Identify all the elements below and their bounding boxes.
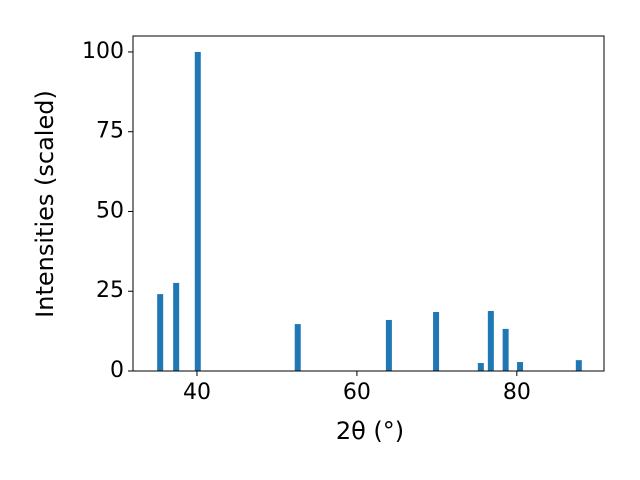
y-tick-label: 75 <box>96 119 124 144</box>
x-axis-label: 2θ (°) <box>336 417 404 445</box>
y-axis-label: Intensities (scaled) <box>31 90 59 318</box>
bar <box>575 360 582 371</box>
bar <box>433 311 440 371</box>
y-tick-label: 0 <box>110 358 124 383</box>
x-tick-label: 60 <box>343 380 371 405</box>
bar <box>487 311 494 371</box>
bar <box>173 282 180 371</box>
x-tick-label: 40 <box>183 380 211 405</box>
y-tick-label: 100 <box>82 39 124 64</box>
plot-frame <box>132 35 605 372</box>
bar <box>517 362 524 371</box>
bar <box>294 324 301 371</box>
y-tick-label: 50 <box>96 198 124 223</box>
bar <box>157 294 164 371</box>
y-tick-label: 25 <box>96 278 124 303</box>
bar <box>385 319 392 371</box>
x-tick-label: 80 <box>503 380 531 405</box>
bar <box>477 363 484 371</box>
bar <box>194 51 201 371</box>
bar <box>502 328 509 371</box>
